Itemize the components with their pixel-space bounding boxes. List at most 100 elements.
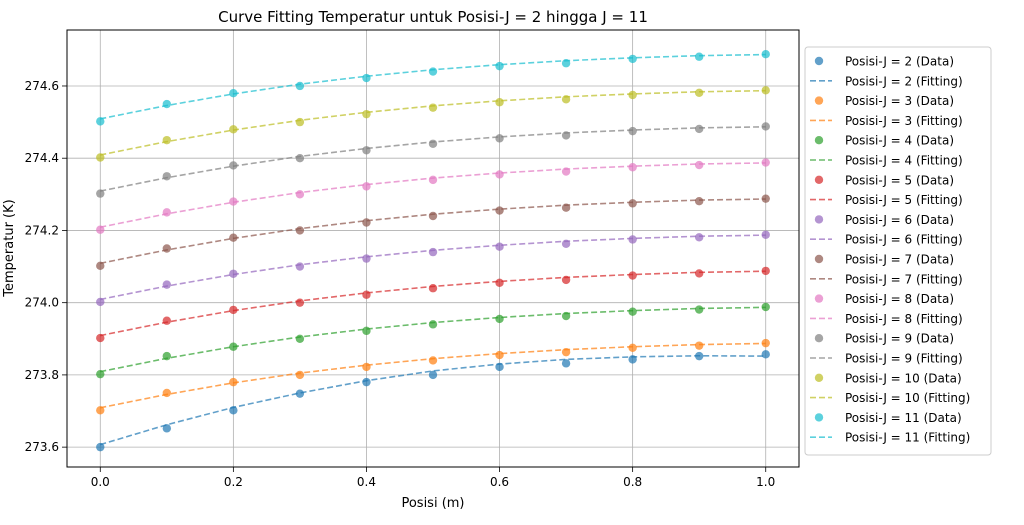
- data-point: [96, 153, 105, 162]
- data-point: [162, 244, 172, 253]
- data-point: [694, 52, 704, 61]
- data-point: [428, 356, 438, 365]
- x-tick-label: 0.2: [224, 475, 243, 489]
- legend-marker: [814, 56, 824, 66]
- data-point: [229, 125, 238, 134]
- data-point: [96, 297, 105, 307]
- data-point: [495, 314, 504, 324]
- chart-title: Curve Fitting Temperatur untuk Posisi-J …: [218, 8, 648, 26]
- series-6: [96, 230, 770, 307]
- data-point: [628, 54, 637, 64]
- legend-label: Posisi-J = 3 (Fitting): [845, 114, 963, 128]
- legend-label: Posisi-J = 9 (Data): [845, 332, 954, 346]
- data-point: [694, 341, 704, 350]
- y-tick-label: 273.6: [25, 440, 59, 454]
- data-point: [561, 347, 571, 357]
- y-tick-label: 274.2: [25, 223, 59, 237]
- data-point: [362, 254, 371, 263]
- fit-line: [100, 354, 766, 446]
- data-point: [96, 406, 105, 415]
- data-point: [561, 203, 571, 212]
- x-tick-label: 1.0: [756, 475, 775, 489]
- data-point: [295, 226, 305, 235]
- data-point: [561, 239, 571, 249]
- data-point: [96, 333, 105, 343]
- data-point: [495, 278, 504, 288]
- data-point: [694, 305, 704, 314]
- data-point: [162, 351, 172, 361]
- data-point: [694, 269, 704, 278]
- data-point: [295, 389, 305, 398]
- y-tick-label: 274.4: [25, 151, 59, 165]
- data-point: [162, 424, 172, 433]
- legend-label: Posisi-J = 5 (Fitting): [845, 193, 963, 207]
- data-point: [295, 81, 305, 91]
- data-point: [295, 262, 305, 271]
- series-11: [96, 49, 770, 126]
- data-point: [761, 158, 770, 167]
- data-point: [561, 275, 571, 285]
- data-point: [495, 362, 504, 372]
- legend-label: Posisi-J = 8 (Data): [845, 292, 954, 306]
- data-point: [694, 351, 704, 361]
- legend-label: Posisi-J = 9 (Fitting): [845, 352, 963, 366]
- data-point: [694, 160, 704, 170]
- data-point: [362, 73, 371, 83]
- data-point: [295, 298, 305, 307]
- data-point: [229, 342, 238, 351]
- legend-marker: [814, 413, 824, 422]
- x-tick-label: 0.0: [91, 475, 110, 489]
- data-point: [561, 95, 571, 104]
- data-point: [495, 61, 504, 71]
- data-point: [96, 442, 105, 452]
- data-point: [162, 99, 172, 109]
- data-point: [362, 362, 371, 372]
- data-point: [362, 377, 371, 387]
- grid: [67, 30, 799, 467]
- data-point: [694, 196, 704, 206]
- series-2: [96, 350, 770, 452]
- data-point: [628, 199, 637, 208]
- data-point: [162, 208, 172, 217]
- data-point: [362, 326, 371, 336]
- data-point: [761, 49, 770, 59]
- data-point: [162, 280, 172, 289]
- legend-label: Posisi-J = 10 (Fitting): [845, 391, 970, 405]
- data-point: [628, 307, 637, 316]
- data-point: [561, 131, 571, 140]
- data-point: [362, 146, 371, 155]
- data-point: [694, 124, 704, 134]
- data-point: [428, 211, 438, 221]
- y-tick-label: 274.0: [25, 296, 59, 310]
- data-point: [628, 163, 637, 172]
- data-point: [229, 305, 238, 315]
- series-3: [96, 338, 770, 415]
- data-point: [295, 117, 305, 127]
- data-point: [295, 334, 305, 343]
- legend-marker: [814, 334, 824, 343]
- legend-marker: [814, 175, 824, 184]
- data-point: [229, 89, 238, 98]
- data-point: [428, 370, 438, 380]
- data-point: [495, 170, 504, 179]
- data-point: [628, 271, 637, 280]
- legend-label: Posisi-J = 11 (Data): [845, 411, 962, 425]
- axes: 0.0 0.2 0.4 0.6 0.8 1.0 273.6 273.8 274.0 274.2 27…: [25, 79, 776, 489]
- data-point: [229, 377, 238, 387]
- legend-marker: [814, 373, 824, 382]
- data-point: [162, 172, 172, 181]
- legend-label: Posisi-J = 6 (Data): [845, 213, 954, 227]
- data-point: [761, 230, 770, 239]
- legend-label: Posisi-J = 2 (Data): [845, 55, 954, 69]
- data-point: [694, 233, 704, 242]
- data-point: [495, 350, 504, 360]
- data-point: [694, 88, 704, 98]
- data-point: [96, 369, 105, 379]
- data-point: [761, 302, 770, 312]
- data-point: [561, 59, 571, 68]
- y-tick-label: 273.8: [25, 368, 59, 382]
- data-point: [229, 197, 238, 206]
- legend-label: Posisi-J = 5 (Data): [845, 173, 954, 187]
- legend: Posisi-J = 2 (Data) Posisi-J = 2 (Fitting…: [804, 46, 992, 456]
